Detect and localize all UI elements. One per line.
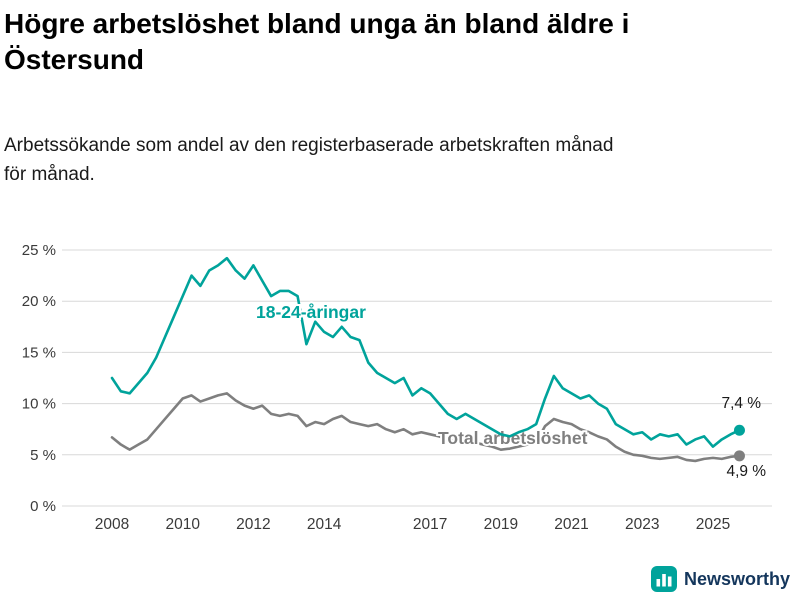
end-value-label: 7,4 % (721, 395, 761, 412)
title-line-2: Östersund (4, 44, 145, 76)
bar-chart-logo-icon (650, 566, 677, 592)
x-axis-tick-label: 2025 (696, 516, 730, 533)
title-line-1: Högre arbetslöshet bland unga än bland ä… (4, 8, 630, 39)
x-axis-tick-label: 2017 (413, 516, 447, 533)
y-axis-tick-label: 0 % (30, 498, 56, 515)
end-value-label: 4,9 % (726, 463, 766, 480)
line-chart: 0 % 5 % 10 % 15 % 20 % 25 % 2008 2010 2012 2014 20… (22, 242, 772, 533)
newsworthy-wordmark: Newsworthy (683, 568, 790, 589)
series-label: 18-24-åringar (256, 302, 366, 322)
x-axis-tick-label: 2008 (95, 516, 129, 533)
x-axis-tick-label: 2021 (554, 516, 588, 533)
y-axis-tick-label: 15 % (22, 344, 56, 361)
series-label: Total arbetslöshet (438, 428, 588, 448)
series-line (110, 256, 741, 448)
y-axis-tick-label: 25 % (22, 242, 56, 259)
series-end-dot (733, 450, 745, 462)
newsworthy-logo[interactable]: Newsworthy (650, 566, 790, 592)
x-axis-tick-label: 2010 (165, 516, 200, 533)
y-axis-tick-label: 20 % (22, 293, 56, 310)
y-axis-tick-label: 5 % (30, 447, 56, 464)
subtitle-line-1: Arbetssökande som andel av den registerb… (4, 135, 614, 156)
x-axis-tick-label: 2012 (236, 516, 270, 533)
x-axis-tick-label: 2023 (625, 516, 659, 533)
chart-subtitle: Arbetssökande som andel av den registerb… (4, 132, 774, 189)
x-axis-tick-label: 2014 (307, 516, 342, 533)
y-axis-tick-label: 10 % (22, 396, 56, 413)
subtitle-line-2: för månad. (4, 163, 95, 185)
series-line (110, 392, 741, 463)
x-axis-tick-label: 2019 (484, 516, 518, 533)
page-title: Högre arbetslöshet bland unga än bland ä… (4, 6, 704, 79)
series-end-dot (733, 424, 745, 436)
